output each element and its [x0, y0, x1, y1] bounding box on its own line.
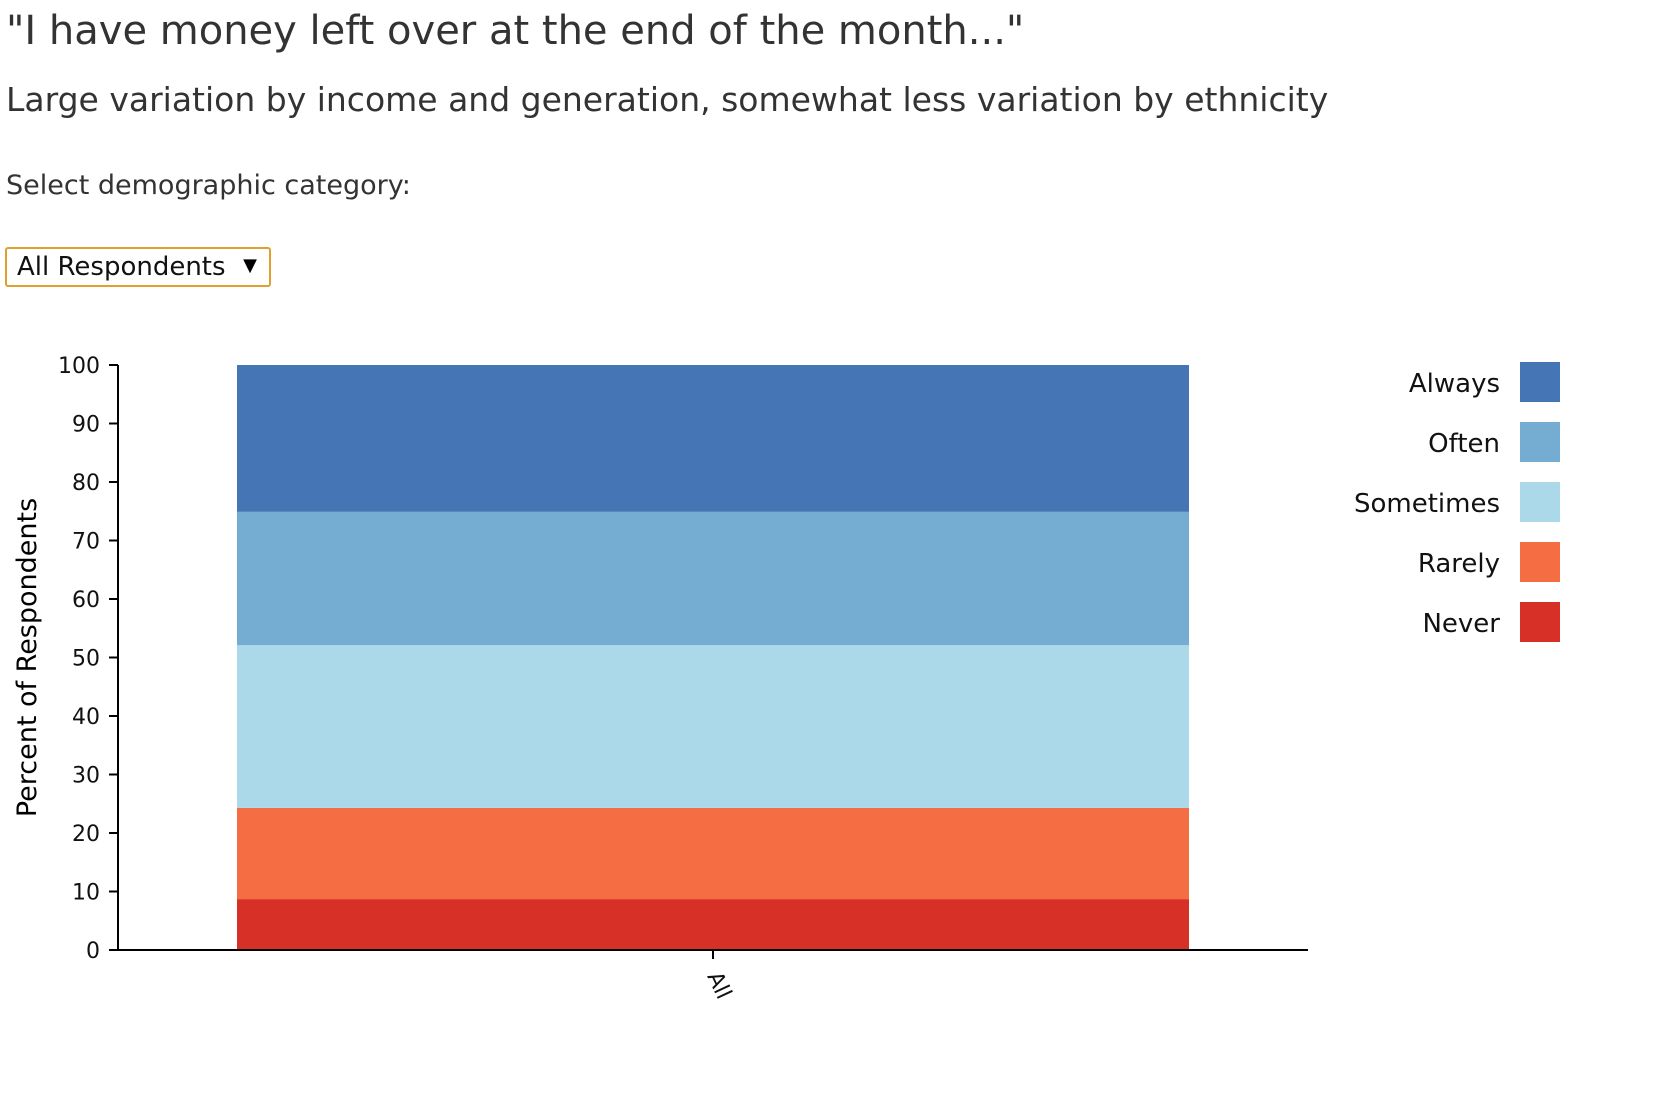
bar-segment-never[interactable] [237, 899, 1189, 950]
legend-swatch-rarely [1520, 542, 1560, 582]
bar-segment-often[interactable] [237, 511, 1189, 646]
y-tick-label: 20 [72, 822, 100, 847]
legend-swatch-sometimes [1520, 482, 1560, 522]
x-tick-label: All [702, 968, 736, 1003]
bar-segment-sometimes[interactable] [237, 645, 1189, 808]
chart-subtitle: Large variation by income and generation… [6, 80, 1329, 119]
y-tick-label: 30 [72, 764, 100, 789]
demographic-select-value: All Respondents [17, 252, 226, 282]
bar-segment-always[interactable] [237, 365, 1189, 512]
y-tick-label: 60 [72, 588, 100, 613]
legend-label-sometimes: Sometimes [1354, 489, 1500, 519]
select-label: Select demographic category: [6, 170, 411, 201]
y-tick-label: 90 [72, 413, 100, 438]
legend-label-always: Always [1409, 369, 1500, 399]
legend-swatch-often [1520, 422, 1560, 462]
legend-swatch-always [1520, 362, 1560, 402]
legend-label-rarely: Rarely [1418, 549, 1500, 579]
y-tick-label: 0 [86, 939, 100, 964]
y-tick-label: 40 [72, 705, 100, 730]
chevron-down-icon: ▼ [243, 255, 257, 276]
demographic-select[interactable]: All Respondents ▼ [5, 247, 271, 287]
y-tick-label: 70 [72, 530, 100, 555]
y-tick-label: 100 [58, 354, 100, 379]
legend-label-never: Never [1422, 609, 1500, 639]
legend-swatch-never [1520, 602, 1560, 642]
y-tick-label: 80 [72, 471, 100, 496]
y-tick-label: 50 [72, 647, 100, 672]
stacked-bar-chart: All 0 10 20 30 40 50 60 70 80 90 100 Percent of Resp… [12, 354, 1560, 1003]
chart-title: "I have money left over at the end of th… [6, 8, 1025, 54]
legend-label-often: Often [1428, 429, 1500, 459]
y-tick-label: 10 [72, 881, 100, 906]
bar-segment-rarely[interactable] [237, 807, 1189, 900]
y-axis-title: Percent of Respondents [12, 498, 43, 817]
